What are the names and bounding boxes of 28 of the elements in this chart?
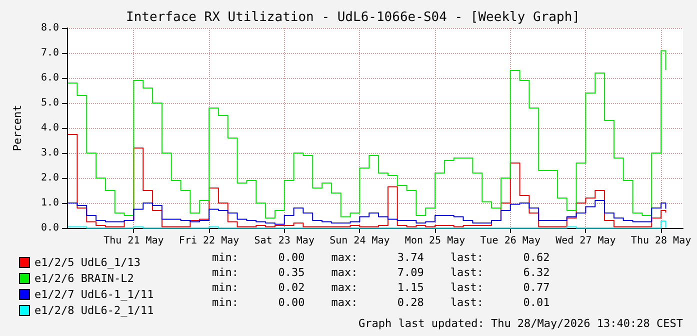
x-tick-label: Thu 28 May <box>630 236 692 246</box>
y-tick-label: 5.0 <box>40 98 59 108</box>
y-tick-label: 1.0 <box>40 198 59 208</box>
text: Graph last updated: Thu 28/May/2026 13:40:28 CEST <box>358 317 684 330</box>
y-tick-label: 7.0 <box>40 48 59 58</box>
legend-label: e1/2/8 UdL6-2_1/11 <box>34 304 154 317</box>
y-tick-label: 0.0 <box>40 222 59 234</box>
x-tick-label: Sun 24 May <box>330 236 390 246</box>
y-tick-label: 3.0 <box>40 148 59 158</box>
y-tick-label: 8.0 <box>40 22 59 34</box>
text: min: 0.00 max: 0.28 last: 0.01 <box>212 296 550 309</box>
y-tick-label: 6.0 <box>40 72 59 84</box>
x-tick-label: Fri 22 May <box>178 236 240 246</box>
chart-title: Interface RX Utilization - UdL6-1066e-S04 - [Weekly Graph] <box>126 10 580 25</box>
y-axis-title: Percent <box>11 104 24 152</box>
text: min: 0.35 max: 7.09 last: 6.32 <box>212 266 550 279</box>
y-tick-label: 2.0 <box>40 172 59 184</box>
text: min: 0.02 max: 1.15 last: 0.77 <box>212 281 550 294</box>
x-tick-label: Sat 23 May <box>254 236 314 246</box>
legend-label: e1/2/6 BRAIN-L2 <box>34 272 134 285</box>
x-tick-label: Tue 26 May <box>480 236 540 246</box>
x-tick-label: Thu 21 May <box>104 236 164 246</box>
x-tick-label: Wed 27 May <box>556 236 616 246</box>
y-tick-label: 4.0 <box>40 122 59 134</box>
x-tick-label: Mon 25 May <box>404 236 466 246</box>
legend-label: e1/2/7 UdL6-1_1/11 <box>34 288 154 301</box>
legend-label: e1/2/5 UdL6_1/13 <box>34 256 140 269</box>
text: min: 0.00 max: 3.74 last: 0.62 <box>212 251 550 264</box>
